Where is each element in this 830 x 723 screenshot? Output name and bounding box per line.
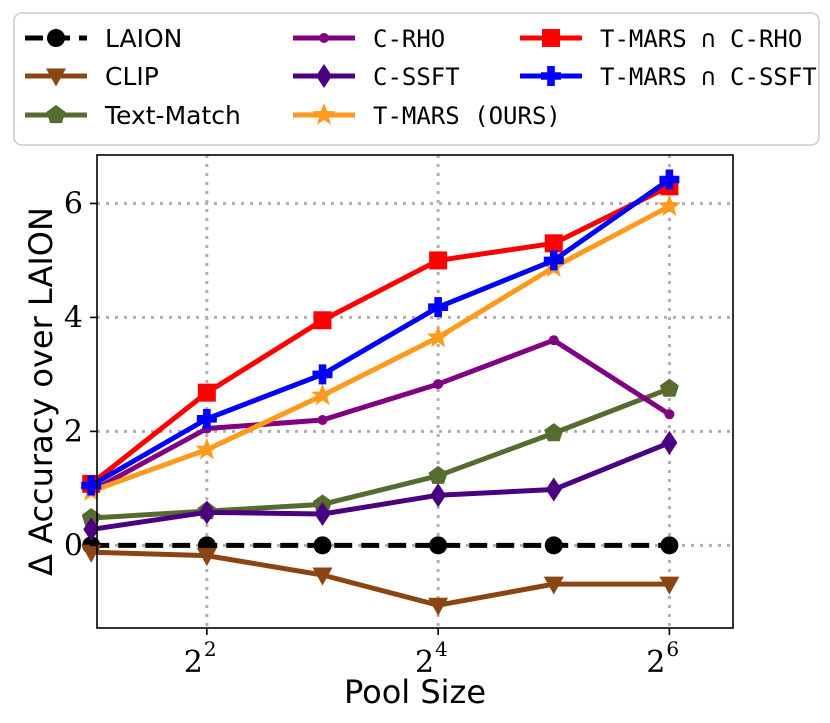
data-point [83,517,100,542]
y-tick-label: 6 [64,186,83,221]
series-clip [81,544,680,616]
data-point [198,500,215,525]
legend-label: T-MARS ∩ C-RHO [600,25,802,53]
data-point [312,567,333,586]
legend-label: T-MARS (OURS) [373,102,561,130]
data-point [196,408,217,429]
data-point [544,234,563,253]
legend-marker [316,64,332,88]
series-line [89,177,671,488]
y-tick-label: 0 [64,528,83,563]
data-point [544,536,563,555]
y-tick-label: 4 [64,300,83,335]
legend-label: Text-Match [104,101,241,130]
legend-box [13,12,820,146]
legend-item: CLIP [25,62,159,91]
data-point [429,536,448,555]
legend-marker [541,66,561,86]
series-line [89,184,671,486]
data-point [543,250,564,271]
series-line [91,386,671,521]
data-point [659,169,680,190]
data-point [659,576,680,595]
legend-marker [46,105,66,124]
legend-marker [46,68,66,87]
legend-item: LAION [25,24,182,53]
legend-item: T-MARS ∩ C-RHO [520,25,802,53]
data-point [661,430,678,455]
data-point [430,483,447,508]
x-tick-base: 2 [646,645,665,680]
data-point [197,383,216,402]
data-point [428,465,448,484]
data-point [657,194,681,216]
series-line [90,337,671,494]
x-tick-exponent: 2 [204,637,217,661]
data-point [664,409,675,420]
y-tick-label: 2 [64,414,83,449]
data-point [545,477,562,502]
data-point [311,383,334,406]
legend-marker [542,29,560,47]
data-point [544,423,564,442]
data-point [195,437,219,460]
data-point [426,325,450,348]
series-t-mars-ours- [79,194,681,501]
data-point [429,251,448,270]
data-point [659,378,679,397]
legend-item: T-MARS (OURS) [293,102,561,130]
legend-label: T-MARS ∩ C-SSFT [600,63,817,91]
legend-label: CLIP [105,62,159,91]
data-point [428,597,449,616]
data-point [313,536,332,555]
data-point [548,335,559,346]
legend-marker [312,103,336,125]
plot-frame [96,154,734,629]
x-tick-exponent: 6 [666,637,679,661]
data-point [312,364,333,385]
x-axis-label: Pool Size [344,673,486,711]
x-tick-exponent: 4 [435,637,448,661]
legend-item: T-MARS ∩ C-SSFT [520,63,817,91]
legend-marker [319,33,329,43]
legend-item: C-RHO [293,25,445,53]
legend-label: C-RHO [373,25,445,53]
legend-label: C-SSFT [373,63,460,91]
data-point [314,502,331,527]
series-t-mars-c-ssft [81,169,680,496]
x-tick-base: 2 [415,645,434,680]
y-axis-label: Δ Accuracy over LAION [22,207,60,576]
data-point [660,536,679,555]
series-layer [79,169,681,616]
data-point [81,475,102,496]
legend-marker [47,29,65,47]
series-line [91,549,670,608]
series-line [90,204,671,494]
data-point [196,548,217,567]
x-tick-base: 2 [184,645,203,680]
data-point [543,576,564,595]
series-line [90,440,671,532]
legend-item: Text-Match [25,101,241,130]
data-point [428,297,449,318]
data-point [81,508,101,527]
legend-label: LAION [105,24,182,53]
legend: LAION CLIP Text-Match C-RHO C-SSFT T-MARS (OU… [13,12,820,146]
series-c-ssft [83,430,678,542]
data-point [317,414,328,425]
data-point [313,311,332,330]
legend-item: C-SSFT [293,63,460,91]
data-point [433,379,444,390]
